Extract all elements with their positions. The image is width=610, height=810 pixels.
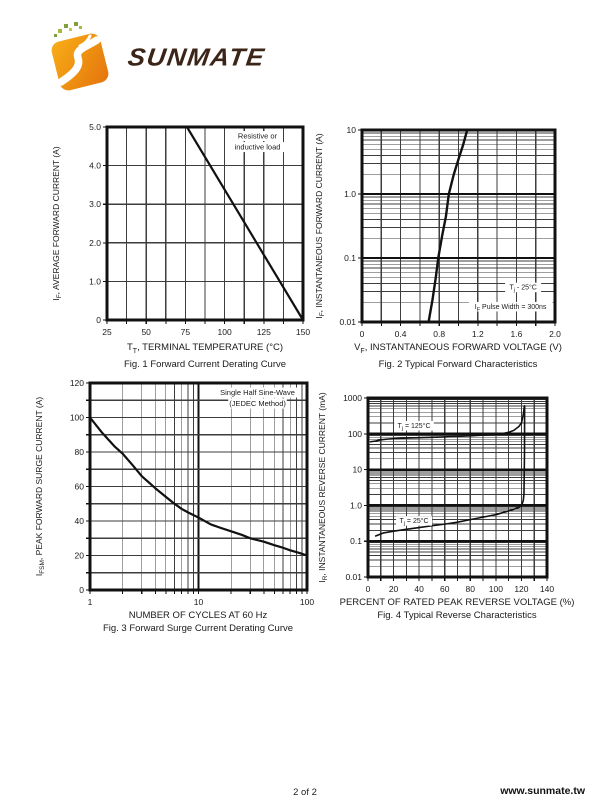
svg-text:120: 120	[70, 378, 84, 388]
logo-pixel	[58, 29, 62, 33]
svg-text:0.01: 0.01	[345, 572, 362, 582]
brand-wordmark: SUNMATE	[126, 42, 268, 72]
svg-text:80: 80	[75, 447, 85, 457]
svg-text:Single Half Sine-Wave: Single Half Sine-Wave	[220, 388, 295, 397]
svg-text:75: 75	[181, 327, 191, 337]
svg-text:1.6: 1.6	[510, 329, 522, 339]
logo-pixel	[74, 22, 78, 26]
svg-text:25: 25	[102, 327, 112, 337]
svg-text:0.1: 0.1	[344, 253, 356, 263]
svg-text:120: 120	[514, 584, 528, 594]
svg-text:Tj - 25°C: Tj - 25°C	[509, 284, 536, 294]
fig1-xlabel: TT, TERMINAL TEMPERATURE (°C)	[126, 342, 284, 355]
svg-text:4.0: 4.0	[89, 161, 101, 171]
svg-text:IR, INSTANTANEOUS REVERSE CURR: IR, INSTANTANEOUS REVERSE CURRENT (mA)	[317, 392, 329, 582]
website-link[interactable]: www.sunmate.tw	[500, 785, 585, 797]
svg-text:40: 40	[75, 516, 85, 526]
svg-text:20: 20	[389, 584, 399, 594]
fig4-typical-reverse-characteristics-chart: Tj = 125°CTj = 25°C0 20 40 60 80 100 120 140100…	[317, 392, 554, 594]
fig2-caption: VF, INSTANTANEOUS FORWARD VOLTAGE (V) Fi…	[328, 341, 588, 371]
logo-swoosh-tip	[78, 34, 92, 48]
svg-text:1.0: 1.0	[344, 189, 356, 199]
svg-text:2.0: 2.0	[89, 238, 101, 248]
logo-pixel	[79, 26, 82, 29]
fig3-title: Fig. 3 Forward Surge Current Derating Cu…	[102, 623, 294, 634]
svg-text:0.01: 0.01	[339, 317, 356, 327]
svg-text:1.2: 1.2	[472, 329, 484, 339]
svg-text:2.0: 2.0	[549, 329, 561, 339]
svg-text:inductive load: inductive load	[235, 143, 281, 152]
fig1-caption: TT, TERMINAL TEMPERATURE (°C) Fig. 1 For…	[65, 341, 345, 371]
svg-text:10: 10	[194, 597, 204, 607]
fig3-xlabel: NUMBER OF CYCLES AT 60 Hz	[128, 610, 268, 621]
svg-text:10: 10	[347, 125, 357, 135]
svg-text:10: 10	[353, 465, 363, 475]
svg-text:Tj = 125°C: Tj = 125°C	[398, 422, 431, 432]
svg-text:IF, AVERAGE FORWARD CURRENT (A: IF, AVERAGE FORWARD CURRENT (A)	[51, 146, 63, 301]
fig1-forward-current-derating-chart: Resistive or inductive load 25 50 75 100 125 15…	[51, 122, 310, 337]
svg-text:IF Pulse Width = 300ns: IF Pulse Width = 300ns	[475, 304, 547, 313]
fig3-forward-surge-derating-chart: Single Half Sine-Wave (JEDEC Method) 1 10 10…	[34, 378, 314, 607]
svg-text:0: 0	[79, 585, 84, 595]
svg-text:100: 100	[300, 597, 314, 607]
fig4-xlabel: PERCENT OF RATED PEAK REVERSE VOLTAGE (%…	[339, 597, 575, 608]
svg-text:1000: 1000	[343, 393, 362, 403]
svg-text:80: 80	[466, 584, 476, 594]
sunmate-logo: SUNMATE	[40, 20, 268, 92]
svg-text:100: 100	[489, 584, 503, 594]
svg-text:1: 1	[88, 597, 93, 607]
svg-text:60: 60	[440, 584, 450, 594]
svg-text:0.4: 0.4	[395, 329, 407, 339]
logo-pixel	[54, 34, 57, 37]
fig1-title: Fig. 1 Forward Current Derating Curve	[123, 358, 287, 370]
svg-text:0.1: 0.1	[350, 536, 362, 546]
sunmate-logo-icon	[51, 22, 109, 91]
svg-text:125: 125	[257, 327, 271, 337]
svg-text:1.0: 1.0	[89, 276, 101, 286]
fig4-caption: PERCENT OF RATED PEAK REVERSE VOLTAGE (%…	[327, 596, 587, 622]
svg-text:0: 0	[96, 315, 101, 325]
fig2-typical-forward-characteristics-chart: Tj - 25°C IF Pulse Width = 300ns 0 0.4 0.8 1.…	[314, 125, 561, 339]
svg-text:5.0: 5.0	[89, 122, 101, 132]
fig4-title: Fig. 4 Typical Reverse Characteristics	[377, 610, 537, 621]
logo-pixel	[64, 24, 68, 28]
logo-swoosh	[57, 36, 101, 86]
svg-text:140: 140	[540, 584, 554, 594]
svg-text:Resistive or: Resistive or	[238, 132, 278, 141]
svg-text:0.8: 0.8	[433, 329, 445, 339]
svg-text:100: 100	[348, 429, 362, 439]
svg-text:IFSM, PEAK FORWARD SURGE CURRE: IFSM, PEAK FORWARD SURGE CURRENT (A)	[34, 397, 46, 577]
svg-text:60: 60	[75, 482, 85, 492]
svg-text:0: 0	[360, 329, 365, 339]
svg-text:40: 40	[414, 584, 424, 594]
svg-text:100: 100	[218, 327, 232, 337]
fig3-caption: NUMBER OF CYCLES AT 60 Hz Fig. 3 Forward…	[58, 609, 338, 635]
svg-text:150: 150	[296, 327, 310, 337]
fig2-xlabel: VF, INSTANTANEOUS FORWARD VOLTAGE (V)	[354, 342, 562, 355]
svg-text:(JEDEC Method): (JEDEC Method)	[229, 399, 286, 408]
svg-text:IF, INSTANTANEOUS FORWARD CURR: IF, INSTANTANEOUS FORWARD CURRENT (A)	[314, 133, 326, 319]
svg-text:Tj = 25°C: Tj = 25°C	[399, 517, 428, 527]
logo-pixel	[69, 28, 72, 31]
svg-text:0: 0	[366, 584, 371, 594]
svg-text:100: 100	[70, 413, 84, 423]
fig2-title: Fig. 2 Typical Forward Characteristics	[378, 358, 538, 370]
svg-text:50: 50	[141, 327, 151, 337]
page-number: 2 of 2	[293, 787, 317, 798]
svg-text:3.0: 3.0	[89, 199, 101, 209]
svg-text:20: 20	[75, 551, 85, 561]
svg-text:1.0: 1.0	[350, 500, 362, 510]
